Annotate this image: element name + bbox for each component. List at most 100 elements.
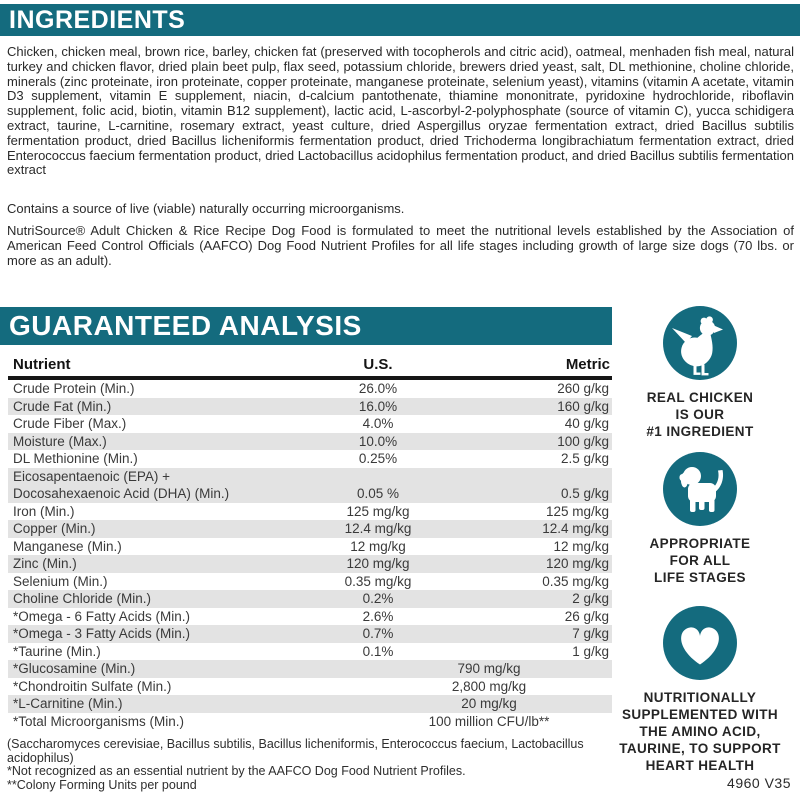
table-row: Zinc (Min.) 120 mg/kg 120 mg/kg (8, 555, 612, 573)
table-row: Copper (Min.) 12.4 mg/kg 12.4 mg/kg (8, 520, 612, 538)
metric-value: 12.4 mg/kg (542, 521, 609, 536)
analysis-table: Nutrient U.S. Metric Crude Protein (Min.… (8, 356, 612, 730)
metric-value: 7 g/kg (572, 626, 609, 641)
us-value: 12 mg/kg (350, 538, 406, 554)
table-row: *Omega - 3 Fatty Acids (Min.) 0.7% 7 g/kg (8, 625, 612, 643)
footnote: *Not recognized as an essential nutrient… (7, 764, 466, 779)
nutrient-name: Moisture (Max.) (13, 433, 107, 449)
table-row: DL Methionine (Min.) 0.25% 2.5 g/kg (8, 450, 612, 468)
us-value: 10.0% (358, 433, 398, 449)
badge-real-chicken: REAL CHICKEN IS OUR #1 INGREDIENT (600, 306, 800, 440)
nutrient-name: Manganese (Min.) (13, 538, 122, 554)
nutrient-name: DL Methionine (Min.) (13, 451, 138, 466)
table-row: *Glucosamine (Min.) 790 mg/kg (8, 660, 612, 678)
aafco-statement: NutriSource® Adult Chicken & Rice Recipe… (7, 223, 794, 268)
us-value: 120 mg/kg (346, 556, 410, 571)
nutrient-name: Choline Chloride (Min.) (13, 591, 152, 606)
table-row: Crude Fat (Min.) 16.0% 160 g/kg (8, 397, 612, 415)
metric-value: 0.35 mg/kg (542, 573, 609, 589)
metric-value: 1 g/kg (572, 643, 609, 659)
footnote: **Colony Forming Units per pound (7, 777, 197, 792)
combined-value: 100 million CFU/lb** (428, 713, 550, 729)
guaranteed-analysis-header-bar: GUARANTEED ANALYSIS (0, 307, 612, 345)
nutrient-name: *L-Carnitine (Min.) (13, 696, 123, 711)
table-row: Crude Protein (Min.) 26.0% 260 g/kg (8, 380, 612, 398)
chicken-icon (663, 306, 737, 380)
us-value: 0.1% (362, 643, 394, 659)
nutrient-name: *Taurine (Min.) (13, 643, 101, 659)
table-row: *Chondroitin Sulfate (Min.) 2,800 mg/kg (8, 678, 612, 696)
us-value: 4.0% (362, 416, 394, 431)
table-row: Eicosapentaenoic (EPA) + Docosahexaenoic… (8, 467, 612, 503)
nutrient-name: Crude Protein (Min.) (13, 381, 135, 396)
nutrient-name: *Total Microorganisms (Min.) (13, 713, 185, 729)
us-value: 0.25% (358, 451, 398, 466)
us-value: 16.0% (358, 398, 398, 414)
table-row: Moisture (Max.) 10.0% 100 g/kg (8, 432, 612, 450)
column-header-nutrient: Nutrient (13, 356, 71, 373)
us-value: 0.7% (362, 626, 394, 641)
product-code: 4960 V35 (727, 775, 791, 791)
table-row: Iron (Min.) 125 mg/kg 125 mg/kg (8, 503, 612, 521)
nutrient-name: Crude Fiber (Max.) (13, 416, 127, 431)
nutrient-name: *Omega - 6 Fatty Acids (Min.) (13, 608, 191, 624)
nutrient-name: Selenium (Min.) (13, 573, 108, 589)
table-row: Choline Chloride (Min.) 0.2% 2 g/kg (8, 590, 612, 608)
us-value: 0.35 mg/kg (344, 573, 412, 589)
metric-value: 125 mg/kg (545, 503, 609, 519)
metric-value: 26 g/kg (564, 608, 609, 624)
ingredients-paragraph: Chicken, chicken meal, brown rice, barle… (7, 44, 794, 178)
metric-value: 2 g/kg (572, 591, 609, 606)
metric-value: 100 g/kg (557, 433, 609, 449)
footnotes: (Saccharomyces cerevisiae, Bacillus subt… (7, 737, 615, 792)
badge-heart-health: NUTRITIONALLY SUPPLEMENTED WITH THE AMIN… (600, 606, 800, 774)
column-header-metric: Metric (565, 356, 610, 373)
nutrient-name: Copper (Min.) (13, 521, 96, 536)
table-row: *Total Microorganisms (Min.) 100 million … (8, 713, 612, 731)
badge-caption: NUTRITIONALLY SUPPLEMENTED WITH THE AMIN… (619, 690, 781, 773)
table-row: Selenium (Min.) 0.35 mg/kg 0.35 mg/kg (8, 573, 612, 591)
us-value: 2.6% (362, 608, 394, 624)
footnote: (Saccharomyces cerevisiae, Bacillus subt… (7, 737, 584, 765)
combined-value: 790 mg/kg (457, 661, 521, 676)
table-row: Manganese (Min.) 12 mg/kg 12 mg/kg (8, 538, 612, 556)
guaranteed-analysis-title: GUARANTEED ANALYSIS (9, 310, 362, 341)
us-value: 125 mg/kg (346, 503, 410, 519)
column-header-us: U.S. (363, 356, 393, 373)
table-row: *Omega - 6 Fatty Acids (Min.) 2.6% 26 g/kg (8, 608, 612, 626)
nutrient-name: Iron (Min.) (13, 503, 75, 519)
metric-value: 12 mg/kg (553, 538, 609, 554)
heart-icon (663, 606, 737, 680)
metric-value: 160 g/kg (557, 398, 609, 414)
table-row: *L-Carnitine (Min.) 20 mg/kg (8, 695, 612, 713)
badge-caption: APPROPRIATE FOR ALL LIFE STAGES (649, 536, 751, 585)
us-value: 12.4 mg/kg (344, 521, 412, 536)
table-header-row: Nutrient U.S. Metric (8, 356, 612, 380)
us-value: 26.0% (358, 381, 398, 396)
badge-life-stages: APPROPRIATE FOR ALL LIFE STAGES (600, 452, 800, 586)
nutrient-name: *Omega - 3 Fatty Acids (Min.) (13, 626, 191, 641)
badge-caption: REAL CHICKEN IS OUR #1 INGREDIENT (646, 390, 754, 439)
table-row: Crude Fiber (Max.) 4.0% 40 g/kg (8, 415, 612, 433)
microorganisms-note: Contains a source of live (viable) natur… (7, 201, 405, 216)
us-value: 0.2% (362, 591, 394, 606)
nutrient-name: *Chondroitin Sulfate (Min.) (13, 678, 172, 694)
table-row: *Taurine (Min.) 0.1% 1 g/kg (8, 643, 612, 661)
ingredients-header-bar: INGREDIENTS (0, 4, 800, 36)
nutrient-name: Crude Fat (Min.) (13, 398, 112, 414)
puppy-icon (663, 452, 737, 526)
metric-value: 0.5 g/kg (560, 486, 609, 501)
metric-value: 260 g/kg (557, 381, 609, 396)
us-value: 0.05 % (356, 486, 400, 501)
ingredients-title: INGREDIENTS (9, 5, 186, 34)
metric-value: 40 g/kg (564, 416, 609, 431)
nutrient-name: Eicosapentaenoic (EPA) + Docosahexaenoic… (13, 468, 230, 502)
nutrient-name: *Glucosamine (Min.) (13, 661, 136, 676)
combined-value: 20 mg/kg (461, 696, 517, 711)
analysis-table-body: Crude Protein (Min.) 26.0% 260 g/kg Crude F… (8, 380, 612, 730)
metric-value: 2.5 g/kg (560, 451, 609, 466)
metric-value: 120 mg/kg (545, 556, 609, 571)
nutrient-name: Zinc (Min.) (13, 556, 77, 571)
combined-value: 2,800 mg/kg (451, 678, 527, 694)
